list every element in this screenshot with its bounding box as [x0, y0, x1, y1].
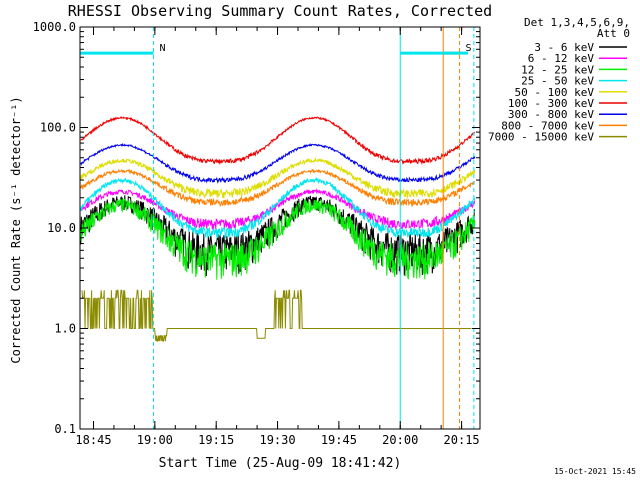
series-line-0 — [80, 195, 476, 276]
chart-title: RHESSI Observing Summary Count Rates, Co… — [68, 2, 492, 20]
legend-label-6: 300 - 800 keV — [508, 108, 594, 121]
y-tick-label: 1000.0 — [33, 20, 76, 34]
legend-label-0: 3 - 6 keV — [534, 41, 594, 54]
legend-label-5: 100 - 300 keV — [508, 97, 594, 110]
legend-label-4: 50 - 100 keV — [515, 86, 595, 99]
series-line-6 — [80, 142, 476, 185]
x-tick-label: 20:00 — [382, 433, 418, 447]
x-tick-label: 18:45 — [75, 433, 111, 447]
series-line-8 — [81, 289, 472, 342]
x-tick-label: 20:15 — [444, 433, 480, 447]
legend-header-line1: Det 1,3,4,5,6,9, — [524, 16, 630, 29]
legend-label-3: 25 - 50 keV — [521, 75, 594, 88]
x-tick-label: 19:15 — [198, 433, 234, 447]
footer-timestamp: 15-Oct-2021 15:45 — [554, 467, 636, 476]
y-tick-label: 100.0 — [40, 121, 76, 135]
series-line-2 — [80, 198, 476, 280]
series-line-7 — [80, 168, 476, 207]
x-axis-label: Start Time (25-Aug-09 18:41:42) — [159, 456, 402, 471]
axes: 0.1 1.0 10.0 100.0 1000.0 18:45 19:00 19:15 19:3… — [33, 20, 481, 447]
x-tick-label: 19:30 — [259, 433, 295, 447]
x-tick-label: 19:00 — [137, 433, 173, 447]
series-line-3 — [80, 176, 476, 239]
legend-label-8: 7000 - 15000 keV — [488, 131, 594, 144]
series-line-4 — [80, 156, 476, 199]
y-tick-label: 1.0 — [54, 322, 76, 336]
x-tick-label: 19:45 — [321, 433, 357, 447]
flag-label-1: S — [466, 43, 472, 54]
legend-label-7: 800 - 7000 keV — [501, 119, 594, 132]
y-axis-label: Corrected Count Rate (s⁻¹ detector⁻¹) — [9, 96, 23, 363]
y-tick-label: 10.0 — [47, 221, 76, 235]
y-tick-label: 0.1 — [54, 422, 76, 436]
legend-header-line2: Att 0 — [597, 27, 630, 40]
flag-label-0: N — [159, 43, 165, 54]
series-line-5 — [80, 116, 476, 166]
legend-label-1: 6 - 12 keV — [528, 52, 595, 65]
legend-label-2: 12 - 25 keV — [521, 63, 594, 76]
